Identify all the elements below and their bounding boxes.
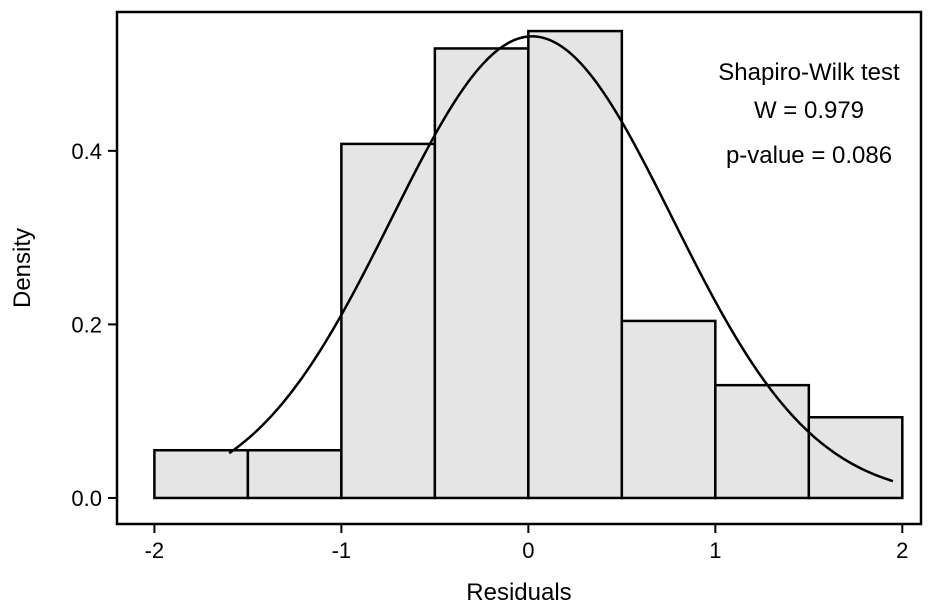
x-tick-label: 0: [522, 538, 534, 563]
x-axis-ticks: -2 -1 0 1 2: [145, 524, 908, 563]
x-tick-label: -1: [332, 538, 352, 563]
histogram-bar: [246, 448, 343, 500]
y-tick-label: 0.4: [71, 139, 102, 164]
y-tick-label: 0.0: [71, 486, 102, 511]
annotation-test-name: Shapiro-Wilk test: [718, 59, 900, 86]
x-tick-label: 1: [709, 538, 721, 563]
histogram-bar: [527, 29, 624, 500]
histogram-bar: [807, 416, 904, 500]
histogram-bar: [714, 383, 811, 500]
normal-density-curve: [228, 35, 894, 483]
normal-curve-layer: [228, 35, 894, 483]
x-axis-label: Residuals: [466, 579, 571, 606]
histogram-bar: [620, 319, 717, 500]
annotation-p-value: p-value = 0.086: [726, 142, 892, 169]
x-tick-label: 2: [896, 538, 908, 563]
histogram-bar: [433, 47, 530, 500]
y-axis-ticks: 0.0 0.2 0.4: [71, 139, 117, 511]
y-tick-label: 0.2: [71, 312, 102, 337]
histogram-bar: [153, 448, 250, 500]
y-axis-label: Density: [9, 228, 36, 308]
plot-frame: [115, 10, 923, 526]
x-tick-label: -2: [145, 538, 165, 563]
histogram-bars: [153, 29, 904, 500]
histogram-bar: [340, 142, 437, 500]
annotation-w-statistic: W = 0.979: [754, 97, 864, 124]
